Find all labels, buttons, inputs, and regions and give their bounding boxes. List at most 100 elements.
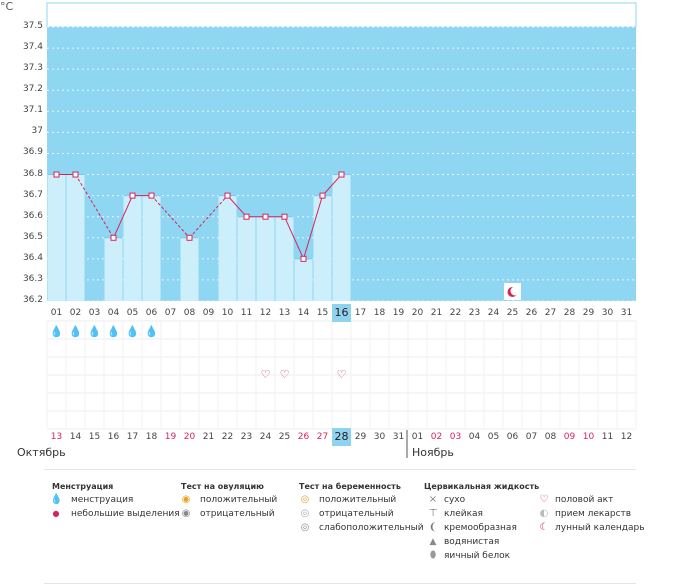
cycle-day[interactable]: 06: [145, 308, 158, 318]
calendar-date[interactable]: 17: [126, 432, 139, 442]
calendar-date[interactable]: 01: [411, 432, 424, 442]
intercourse-heart-icon[interactable]: ♡: [336, 368, 347, 381]
calendar-date[interactable]: 06: [506, 432, 519, 442]
cycle-day-today[interactable]: 16: [332, 304, 351, 322]
calendar-date[interactable]: 14: [69, 432, 82, 442]
legend-menstruation-title: Менструация: [52, 482, 114, 491]
ovulation-negative-icon: ◉: [181, 508, 191, 519]
calendar-date[interactable]: 22: [221, 432, 234, 442]
calendar-date[interactable]: 15: [88, 432, 101, 442]
cycle-day[interactable]: 13: [278, 308, 291, 318]
calendar-date[interactable]: 05: [487, 432, 500, 442]
dry-icon: ×: [428, 494, 438, 505]
temperature-line-segment: [75, 174, 114, 239]
calendar-date[interactable]: 02: [430, 432, 443, 442]
temperature-bar: [294, 258, 313, 301]
calendar-date[interactable]: 24: [259, 432, 272, 442]
egg-white-icon: ⬮: [429, 550, 437, 561]
cycle-day[interactable]: 01: [50, 308, 63, 318]
temperature-bar: [313, 195, 332, 301]
temperature-bar: [47, 174, 66, 301]
cycle-day[interactable]: 22: [449, 308, 462, 318]
cycle-day[interactable]: 21: [430, 308, 443, 318]
cycle-day[interactable]: 30: [601, 308, 614, 318]
calendar-date[interactable]: 18: [145, 432, 158, 442]
temperature-point: [319, 192, 326, 199]
calendar-date[interactable]: 13: [50, 432, 63, 442]
cycle-day[interactable]: 15: [316, 308, 329, 318]
heart-icon: ♡: [539, 494, 549, 505]
cycle-day[interactable]: 11: [240, 308, 253, 318]
menstruation-drop-icon[interactable]: 💧: [144, 325, 159, 338]
y-tick-label: 37.2: [22, 84, 43, 95]
cycle-day[interactable]: 17: [354, 308, 367, 318]
cycle-day[interactable]: 14: [297, 308, 310, 318]
ovulation-positive-icon: ◉: [181, 494, 191, 505]
temperature-bar: [237, 216, 256, 301]
y-tick-label: 37.5: [22, 21, 43, 31]
cycle-day[interactable]: 23: [468, 308, 481, 318]
calendar-date[interactable]: 09: [563, 432, 576, 442]
calendar-date[interactable]: 04: [468, 432, 481, 442]
cycle-day[interactable]: 29: [582, 308, 595, 318]
calendar-date-today[interactable]: 28: [332, 428, 351, 446]
cycle-day[interactable]: 07: [164, 308, 177, 318]
menstruation-drop-icon[interactable]: 💧: [68, 325, 83, 338]
calendar-date[interactable]: 03: [449, 432, 462, 442]
cycle-day[interactable]: 09: [202, 308, 215, 318]
intercourse-heart-icon[interactable]: ♡: [260, 368, 271, 381]
cycle-day[interactable]: 31: [620, 308, 633, 318]
temperature-bar: [256, 216, 275, 301]
pill-icon: ◐: [539, 508, 549, 519]
cycle-day[interactable]: 05: [126, 308, 139, 318]
calendar-date[interactable]: 12: [620, 432, 633, 442]
menstruation-drop-icon[interactable]: 💧: [125, 325, 140, 338]
calendar-date[interactable]: 20: [183, 432, 196, 442]
calendar-date[interactable]: 25: [278, 432, 291, 442]
month-label-october: Октябрь: [17, 446, 66, 459]
temperature-bar: [66, 174, 85, 301]
calendar-date[interactable]: 29: [354, 432, 367, 442]
legend-egg-white-label: яичный белок: [444, 551, 511, 561]
y-tick-label: 36.8: [22, 168, 43, 179]
calendar-date[interactable]: 07: [525, 432, 538, 442]
temperature-bar: [104, 237, 123, 301]
cycle-day[interactable]: 10: [221, 308, 234, 318]
calendar-date[interactable]: 19: [164, 432, 177, 442]
calendar-date[interactable]: 21: [202, 432, 215, 442]
cycle-day[interactable]: 19: [392, 308, 405, 318]
month-label-november: Ноябрь: [412, 446, 454, 459]
calendar-date[interactable]: 16: [107, 432, 120, 442]
calendar-date[interactable]: 08: [544, 432, 557, 442]
temperature-chart: [46, 2, 637, 458]
legend-moon-label: лунный календарь: [555, 523, 645, 533]
creamy-icon: ❨: [428, 522, 438, 533]
cycle-day[interactable]: 03: [88, 308, 101, 318]
menstruation-drop-icon[interactable]: 💧: [49, 325, 64, 338]
cycle-day[interactable]: 04: [107, 308, 120, 318]
cycle-day[interactable]: 25: [506, 308, 519, 318]
menstruation-drop-icon[interactable]: 💧: [87, 325, 102, 338]
cycle-day[interactable]: 18: [373, 308, 386, 318]
temperature-point: [186, 234, 193, 241]
calendar-date[interactable]: 30: [373, 432, 386, 442]
cycle-day[interactable]: 12: [259, 308, 272, 318]
cycle-day[interactable]: 08: [183, 308, 196, 318]
cycle-day[interactable]: 24: [487, 308, 500, 318]
cycle-day[interactable]: 28: [563, 308, 576, 318]
small-drop-icon: ●: [52, 509, 60, 518]
cycle-day[interactable]: 02: [69, 308, 82, 318]
cycle-day[interactable]: 20: [411, 308, 424, 318]
temperature-bar: [142, 195, 161, 301]
y-tick-label: 36.9: [22, 147, 43, 158]
calendar-date[interactable]: 11: [601, 432, 614, 442]
calendar-date[interactable]: 26: [297, 432, 310, 442]
cycle-day[interactable]: 27: [544, 308, 557, 318]
calendar-date[interactable]: 31: [392, 432, 405, 442]
calendar-date[interactable]: 10: [582, 432, 595, 442]
cycle-day[interactable]: 26: [525, 308, 538, 318]
intercourse-heart-icon[interactable]: ♡: [279, 368, 290, 381]
menstruation-drop-icon[interactable]: 💧: [106, 325, 121, 338]
calendar-date[interactable]: 23: [240, 432, 253, 442]
calendar-date[interactable]: 27: [316, 432, 329, 442]
